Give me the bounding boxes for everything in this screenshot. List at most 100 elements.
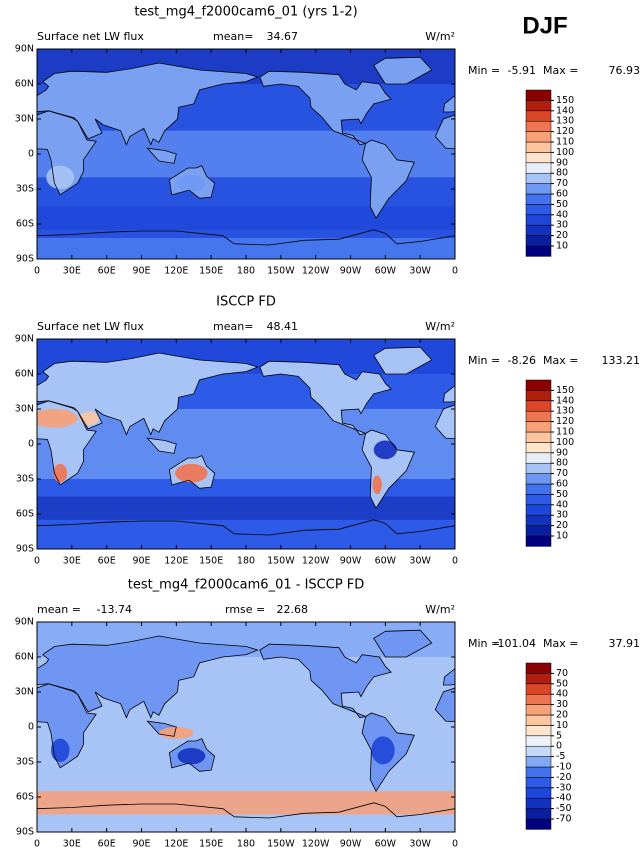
- colorbar-label: 110: [556, 427, 574, 438]
- rmse-value: 22.68: [277, 603, 309, 616]
- x-tick-label: 120W: [302, 266, 330, 277]
- colorbar-label: 90: [556, 157, 568, 168]
- coastline: [146, 437, 177, 454]
- colorbar-box: [525, 131, 552, 143]
- coastline: [259, 360, 392, 436]
- colorbar-label: 120: [556, 416, 574, 427]
- x-tick-label: 120W: [302, 556, 330, 567]
- max-label: Max =: [543, 637, 578, 650]
- map-field: [37, 339, 455, 549]
- mean-label: mean =: [37, 603, 81, 616]
- colorbar-box: [525, 462, 552, 474]
- field-patch: [372, 475, 382, 495]
- coastline: [587, 166, 632, 199]
- x-tick-label: 0: [452, 556, 458, 567]
- colorbar-label: 50: [556, 678, 568, 689]
- colorbar-box: [525, 725, 552, 737]
- max-label: Max =: [543, 64, 578, 77]
- x-tick-label: 30W: [409, 266, 431, 277]
- colorbar-label: -5: [556, 751, 565, 762]
- land-fill: [37, 110, 97, 195]
- x-tick-label: 150E: [199, 266, 223, 277]
- x-tick-label: 0: [34, 266, 40, 277]
- x-tick-label: 60W: [375, 556, 397, 567]
- coastline: [146, 720, 177, 737]
- colorbar-box: [525, 504, 552, 516]
- y-tick-label: 0: [28, 149, 34, 160]
- colorbar-box: [525, 162, 552, 174]
- y-tick-label: 90S: [16, 544, 34, 555]
- land-fill: [435, 404, 455, 439]
- y-tick-label: 60S: [16, 219, 34, 230]
- colorbar-label: 30: [556, 510, 568, 521]
- field-band: [37, 238, 455, 259]
- map-field: [37, 49, 632, 259]
- coastline: [37, 229, 455, 246]
- coastline: [373, 629, 433, 658]
- units: W/m²: [425, 320, 455, 333]
- y-tick-label: 30N: [15, 114, 34, 125]
- x-tick-label: 150E: [199, 556, 223, 567]
- x-tick-label: 90W: [340, 556, 362, 567]
- coastline: [587, 739, 632, 772]
- field-patch: [79, 411, 99, 426]
- y-tick-label: 60S: [16, 792, 34, 803]
- colorbar-label: 140: [556, 105, 574, 116]
- y-tick-label: 30S: [16, 184, 34, 195]
- x-tick-label: 90W: [340, 266, 362, 277]
- colorbar-box: [525, 704, 552, 716]
- land-fill: [373, 347, 432, 374]
- colorbar-box: [525, 235, 552, 247]
- x-tick-label: 30E: [63, 556, 81, 567]
- land-fill: [435, 114, 455, 149]
- colorbar-label: 120: [556, 126, 574, 137]
- colorbar-box: [525, 787, 552, 799]
- land-fill: [373, 630, 432, 657]
- coastline: [37, 352, 259, 436]
- colorbar-label: 130: [556, 406, 574, 417]
- y-tick-label: 60N: [15, 79, 34, 90]
- y-tick-label: 30S: [16, 757, 34, 768]
- y-tick-label: 90S: [16, 254, 34, 265]
- colorbar-box: [525, 193, 552, 205]
- field-band: [37, 206, 455, 230]
- colorbar-label: 150: [556, 95, 574, 106]
- colorbar-label: 90: [556, 447, 568, 458]
- colorbar-label: 30: [556, 699, 568, 710]
- field-patch: [37, 409, 78, 428]
- land-fill: [259, 644, 392, 718]
- land-fill: [587, 739, 632, 772]
- y-tick-label: 60N: [15, 369, 34, 380]
- colorbar-label: 140: [556, 395, 574, 406]
- colorbar-box: [525, 390, 552, 402]
- rmse-label: rmse =: [225, 603, 265, 616]
- colorbar-label: 70: [556, 178, 568, 189]
- x-tick-label: 90W: [340, 839, 362, 850]
- colorbar-label: -30: [556, 782, 572, 793]
- colorbar-label: 70: [556, 468, 568, 479]
- x-tick-label: 90E: [132, 556, 150, 567]
- colorbar-label: 60: [556, 189, 568, 200]
- panel-subtitle: Surface net LW flux: [37, 320, 144, 333]
- x-tick-label: 0: [452, 839, 458, 850]
- colorbar-label: 80: [556, 458, 568, 469]
- min-label: Min =: [468, 64, 500, 77]
- x-tick-label: 150W: [267, 266, 295, 277]
- field-patch: [158, 727, 194, 739]
- colorbar-box: [525, 431, 552, 443]
- colorbar-box: [525, 224, 552, 236]
- colorbar-box: [525, 683, 552, 695]
- land-fill: [362, 140, 415, 219]
- colorbar-box: [525, 442, 552, 454]
- colorbar-label: 40: [556, 499, 568, 510]
- season-label: DJF: [522, 12, 567, 39]
- coastline: [565, 721, 594, 736]
- coastline: [37, 519, 455, 536]
- x-tick-label: 30W: [409, 839, 431, 850]
- colorbar-box: [525, 214, 552, 226]
- max-label: Max =: [543, 354, 578, 367]
- y-tick-label: 30N: [15, 404, 34, 415]
- colorbar-label: 150: [556, 385, 574, 396]
- mean-value: 34.67: [267, 30, 299, 43]
